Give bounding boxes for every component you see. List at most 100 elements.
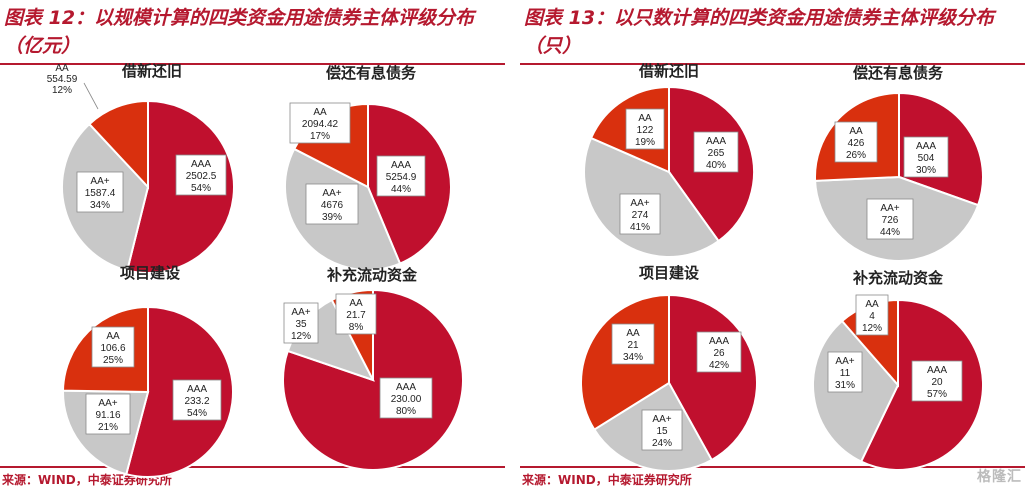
data-label: 30%: [916, 165, 936, 176]
data-label: 726: [882, 215, 899, 226]
figure-12-source: 来源：WIND，中泰证券研究所: [2, 473, 172, 487]
data-label: 40%: [706, 160, 726, 171]
data-label: 21.7: [346, 310, 366, 321]
data-label-box: [866, 198, 914, 240]
bottom-rule: [0, 466, 505, 468]
data-label: 54%: [191, 183, 211, 194]
data-label: 106.6: [100, 343, 125, 354]
data-label: 80%: [396, 406, 416, 417]
data-label: AAA: [191, 159, 211, 170]
data-label-box: [911, 360, 963, 402]
watermark-logo: 格隆汇: [977, 469, 1022, 485]
data-label-box: [625, 108, 665, 150]
data-label: AA: [638, 113, 652, 124]
data-label: 44%: [391, 184, 411, 195]
data-label: 2502.5: [186, 171, 217, 182]
data-label: AA+: [630, 198, 649, 209]
pie-title: 借新还旧: [638, 62, 699, 80]
data-label-box: [379, 377, 433, 419]
data-label: 426: [848, 138, 865, 149]
data-label: 26: [713, 348, 725, 359]
data-label: AA+: [880, 203, 899, 214]
data-label: 15: [656, 426, 668, 437]
data-label: AA: [865, 299, 879, 310]
data-label: 41%: [630, 222, 650, 233]
data-label: 21: [627, 340, 639, 351]
left-figure-panel: 图表 12：以规模计算的四类资金用途债券主体评级分布（亿元） 来源：WIND，中…: [0, 0, 505, 492]
data-label: AA: [106, 331, 120, 342]
data-label-box: [619, 193, 661, 235]
data-label: 12%: [291, 331, 311, 342]
pie-title: 偿还有息债务: [853, 64, 944, 82]
data-label: AAA: [706, 136, 726, 147]
data-label: 39%: [322, 212, 342, 223]
pie-title: 偿还有息债务: [326, 64, 417, 82]
data-label-box: [903, 136, 949, 178]
data-label-box: [305, 183, 359, 225]
title-rule: [520, 63, 1025, 65]
data-label: AAA: [187, 384, 207, 395]
data-label: 12%: [52, 85, 72, 96]
bottom-rule: [520, 466, 1025, 468]
leader-line: [83, 82, 99, 110]
data-label: 122: [637, 125, 654, 136]
data-label-box: [85, 393, 131, 435]
data-label-box: [289, 102, 351, 144]
data-label-box: [76, 171, 124, 213]
data-label-box: [827, 351, 863, 393]
data-label: 19%: [635, 137, 655, 148]
data-label: 233.2: [184, 396, 209, 407]
data-label: AA: [626, 328, 640, 339]
data-label: 230.00: [391, 394, 422, 405]
data-label: 2094.42: [302, 119, 339, 130]
data-label: 12%: [862, 323, 882, 334]
data-label: AA+: [835, 356, 854, 367]
data-label: 25%: [103, 355, 123, 366]
data-label: 57%: [927, 389, 947, 400]
data-label: 17%: [310, 131, 330, 142]
data-label: 24%: [652, 438, 672, 449]
data-label-box: [172, 379, 222, 421]
data-label: 1587.4: [85, 188, 116, 199]
data-label-box: [283, 302, 319, 344]
data-label: 265: [708, 148, 725, 159]
data-label-box: [175, 154, 227, 196]
figure-13-title: 图表 13：以只数计算的四类资金用途债券主体评级分布（只）: [524, 7, 995, 57]
data-label: AAA: [709, 336, 729, 347]
data-label-box: [641, 409, 683, 451]
data-label: 4676: [321, 200, 344, 211]
data-label: AA: [55, 63, 69, 74]
data-label: AA+: [291, 307, 310, 318]
title-rule: [0, 63, 505, 65]
data-label: 35: [295, 319, 307, 330]
data-label: 31%: [835, 380, 855, 391]
data-label: AAA: [916, 141, 936, 152]
data-label: AA+: [652, 414, 671, 425]
data-label: 11: [840, 368, 851, 379]
data-label: AAA: [396, 382, 416, 393]
data-label: 54%: [187, 408, 207, 419]
data-label: AA+: [98, 398, 117, 409]
data-label: 21%: [98, 422, 118, 433]
data-label-box: [91, 326, 135, 368]
data-label-box: [696, 331, 742, 373]
data-label: AAA: [391, 160, 411, 171]
data-label: AA: [349, 298, 363, 309]
data-label: 4: [869, 311, 875, 322]
pie-title: 补充流动资金: [326, 266, 418, 284]
data-label: 8%: [349, 322, 364, 333]
data-label: 34%: [623, 352, 643, 363]
data-label: 274: [632, 210, 649, 221]
data-label: 44%: [880, 227, 900, 238]
data-label: 26%: [846, 150, 866, 161]
pie-title: 借新还旧: [121, 62, 182, 80]
data-label-box: [335, 293, 377, 335]
